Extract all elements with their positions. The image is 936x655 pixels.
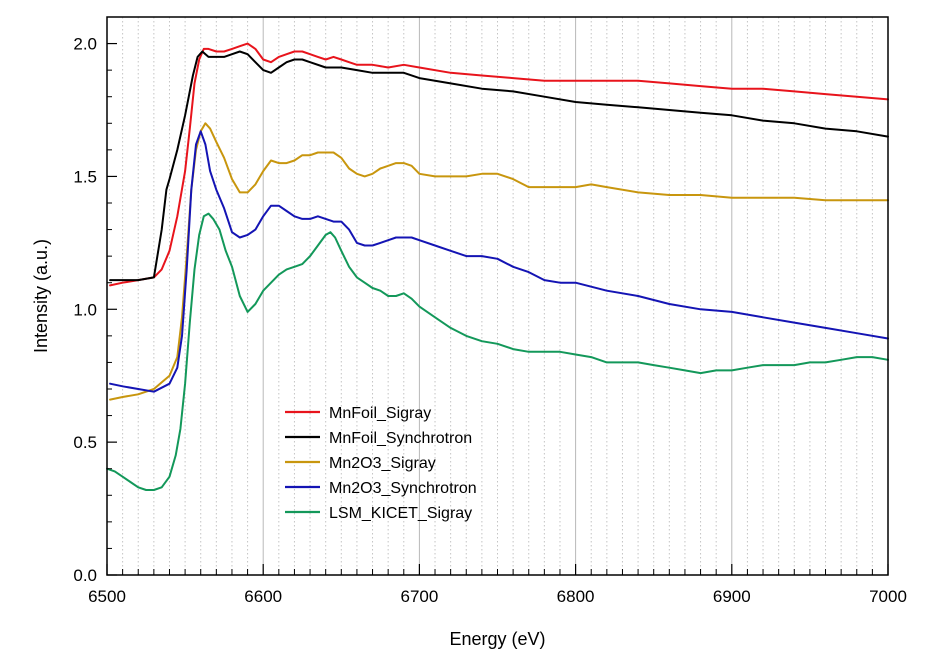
y-tick-label: 2.0 — [73, 35, 97, 54]
x-tick-label: 6600 — [244, 587, 282, 606]
x-tick-label: 6800 — [557, 587, 595, 606]
x-tick-label: 6500 — [88, 587, 126, 606]
plot-frame — [106, 16, 889, 576]
y-tick-label: 0.0 — [73, 566, 97, 585]
series-line-MnFoil_Synchrotron — [109, 50, 889, 282]
legend-label: MnFoil_Synchrotron — [329, 430, 472, 447]
x-tick-label: 6900 — [713, 587, 751, 606]
x-tick-label: 6700 — [400, 587, 438, 606]
axis-ticks — [106, 16, 889, 576]
series-line-LSM_KICET_Sigray — [106, 212, 889, 491]
series-line-Mn2O3_Synchrotron — [109, 130, 889, 393]
legend: MnFoil_Sigray MnFoil_Synchrotron Mn2O3_Sig… — [285, 405, 477, 522]
y-tick-label: 0.5 — [73, 433, 97, 452]
series-lines — [106, 42, 889, 491]
grid-lines — [106, 17, 889, 575]
legend-label: LSM_KICET_Sigray — [329, 505, 472, 522]
y-axis-label: Intensity (a.u.) — [31, 239, 51, 353]
x-tick-label: 7000 — [869, 587, 907, 606]
series-line-MnFoil_Sigray — [109, 42, 889, 287]
x-axis-label: Energy (eV) — [449, 629, 545, 649]
series-line-Mn2O3_Sigray — [109, 122, 889, 401]
legend-label: MnFoil_Sigray — [329, 405, 431, 422]
y-tick-label: 1.5 — [73, 167, 97, 186]
legend-label: Mn2O3_Synchrotron — [329, 480, 477, 497]
legend-label: Mn2O3_Sigray — [329, 455, 436, 472]
tick-labels: 6500 6600 6700 6800 6900 7000 0.0 0.5 1.0 1.5 2.0 — [73, 35, 907, 606]
y-tick-label: 1.0 — [73, 300, 97, 319]
